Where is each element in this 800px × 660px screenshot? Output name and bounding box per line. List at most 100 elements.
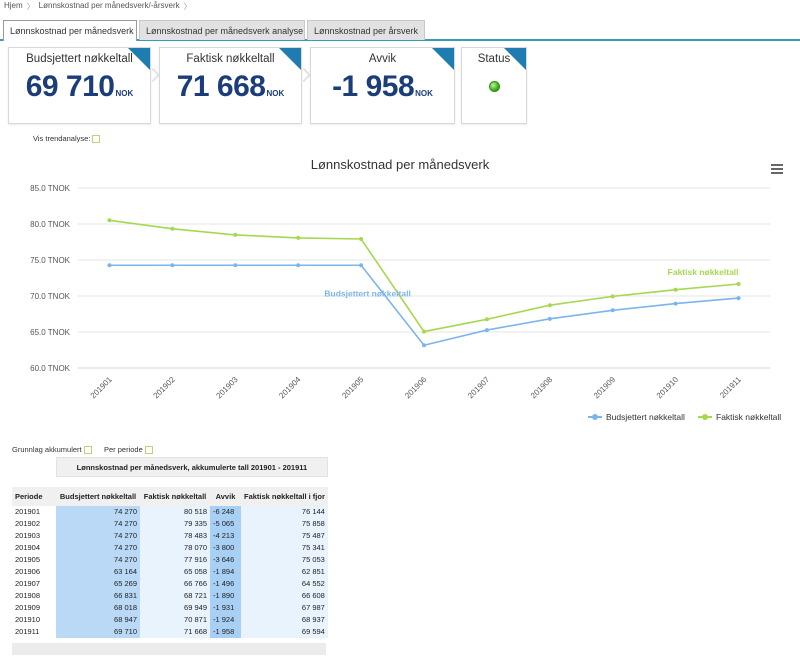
- data-point: [296, 263, 301, 268]
- y-tick-label: 80.0 TNOK: [30, 220, 71, 229]
- kpi-value: 69 710NOK: [9, 70, 150, 104]
- series-label: Budsjettert nøkkeltall: [324, 288, 410, 298]
- table-cell: 69 949: [140, 601, 210, 614]
- legend-item-budsjettert[interactable]: Budsjettert nøkkeltall: [588, 412, 685, 422]
- data-point: [107, 218, 112, 223]
- data-point: [484, 317, 489, 322]
- hamburger-menu-icon[interactable]: [771, 164, 783, 174]
- kpi-card-status: Status: [461, 47, 527, 124]
- x-tick-label: 201908: [529, 375, 555, 401]
- data-point: [422, 343, 426, 348]
- x-tick-label: 201910: [655, 375, 681, 401]
- table-cell: 68 721: [140, 589, 210, 602]
- breadcrumb: Hjem 〉 Lønnskostnad per månedsverk/-årsv…: [4, 1, 192, 12]
- trend-checkbox[interactable]: [92, 134, 101, 143]
- table-row: 201909 68 018 69 949 -1 931 67 987: [12, 601, 328, 614]
- table-cell: 74 270: [56, 517, 140, 530]
- table-cell: 201910: [15, 615, 41, 624]
- y-tick-label: 65.0 TNOK: [30, 328, 71, 337]
- data-point: [170, 263, 175, 268]
- x-tick-label: 201905: [340, 375, 366, 401]
- corner-flag-icon: [279, 48, 301, 70]
- table-cell: 74 270: [56, 529, 140, 542]
- x-tick-label: 201907: [466, 375, 492, 401]
- table-cell: -1 894: [210, 565, 241, 578]
- legend-item-faktisk[interactable]: Faktisk nøkkeltall: [698, 412, 781, 422]
- column-header[interactable]: Faktisk nøkkeltall: [140, 486, 210, 506]
- legend-label: Faktisk nøkkeltall: [716, 412, 782, 422]
- data-point: [610, 308, 615, 313]
- legend-marker-icon: [588, 414, 602, 420]
- table-cell: 75 341: [241, 541, 328, 554]
- kpi-unit: NOK: [266, 89, 285, 98]
- tab-bar: Lønnskostnad per månedsverk Lønnskostnad…: [0, 20, 800, 41]
- table-cell: 69 594: [241, 625, 328, 638]
- tab-manedsverk[interactable]: Lønnskostnad per månedsverk: [3, 20, 137, 41]
- tab-manedsverk-analyse[interactable]: Lønnskostnad per månedsverk analyse: [139, 20, 305, 40]
- grunnlag-option: Grunnlag akkumulert: [12, 445, 92, 454]
- table-cell: 201903: [15, 531, 41, 540]
- table-row: 201905 74 270 77 916 -3 646 75 053: [12, 553, 328, 566]
- data-point: [736, 296, 741, 301]
- breadcrumb-home-link[interactable]: Hjem: [4, 1, 23, 10]
- kpi-value: -1 958NOK: [311, 70, 454, 104]
- kpi-title: Faktisk nøkkeltall: [186, 53, 275, 65]
- table-row: 201906 63 164 65 058 -1 894 62 851: [12, 565, 328, 578]
- table-cell: 63 164: [56, 565, 140, 578]
- kpi-title: Budsjettert nøkkeltall: [26, 53, 133, 65]
- kpi-title: Status: [477, 53, 511, 65]
- kpi-card-avvik: Avvik -1 958NOK: [310, 47, 455, 124]
- table-cell: -1 931: [210, 601, 241, 614]
- table-row: 201908 66 831 68 721 -1 890 66 608: [12, 589, 328, 602]
- kpi-number: 71 668: [176, 70, 266, 103]
- breadcrumb-current[interactable]: Lønnskostnad per månedsverk/-årsverk: [38, 1, 180, 10]
- x-tick-label: 201906: [403, 375, 429, 401]
- column-header[interactable]: Faktisk nøkkeltall i fjor: [241, 486, 328, 506]
- table-row: 201911 69 710 71 668 -1 958 69 594: [12, 625, 328, 638]
- trend-toggle-label: Vis trendanalyse:: [33, 134, 91, 143]
- table-cell: 66 831: [56, 589, 140, 602]
- data-point: [170, 226, 175, 231]
- data-point: [673, 287, 678, 292]
- table-row: 201907 65 269 66 766 -1 496 64 552: [12, 577, 328, 590]
- data-point: [359, 237, 364, 242]
- table-cell: -1 496: [210, 577, 241, 590]
- x-tick-label: 201911: [718, 375, 743, 400]
- table-cell: 65 058: [140, 565, 210, 578]
- table-cell: -1 924: [210, 613, 241, 626]
- table-cell: 66 608: [241, 589, 328, 602]
- data-point: [673, 301, 678, 306]
- kpi-number: 69 710: [25, 70, 115, 103]
- table-cell: 201909: [15, 603, 41, 612]
- table-cell: 76 144: [241, 505, 328, 518]
- y-tick-label: 75.0 TNOK: [30, 256, 71, 265]
- y-tick-label: 85.0 TNOK: [30, 184, 71, 193]
- column-header[interactable]: Budsjettert nøkkeltall: [56, 486, 140, 506]
- table-cell: 68 937: [241, 613, 328, 626]
- table-cell: 69 710: [56, 625, 140, 638]
- table-cell: 65 269: [56, 577, 140, 590]
- per-periode-label: Per periode: [104, 445, 143, 454]
- table-footer: [12, 643, 326, 655]
- y-tick-label: 60.0 TNOK: [30, 364, 71, 373]
- kpi-value: 71 668NOK: [160, 70, 301, 104]
- table-cell: 74 270: [56, 553, 140, 566]
- kpi-unit: NOK: [115, 89, 134, 98]
- column-header[interactable]: Periode: [12, 486, 56, 506]
- per-periode-checkbox[interactable]: [144, 445, 153, 454]
- tab-arsverk[interactable]: Lønnskostnad per årsverk: [307, 20, 425, 40]
- legend-marker-icon: [698, 414, 712, 420]
- table-cell: 64 552: [241, 577, 328, 590]
- table-cell: 201906: [15, 567, 41, 576]
- grunnlag-checkbox[interactable]: [83, 445, 92, 454]
- data-point: [547, 303, 552, 308]
- column-header[interactable]: Avvik: [210, 486, 241, 506]
- table-cell: 74 270: [56, 541, 140, 554]
- table-cell: 74 270: [56, 505, 140, 518]
- kpi-title: Avvik: [368, 53, 397, 65]
- table-row: 201910 68 947 70 871 -1 924 68 937: [12, 613, 328, 626]
- table-cell: 78 070: [140, 541, 210, 554]
- table-row: 201904 74 270 78 070 -3 800 75 341: [12, 541, 328, 554]
- table-cell: 201902: [15, 519, 41, 528]
- corner-flag-icon: [504, 48, 526, 70]
